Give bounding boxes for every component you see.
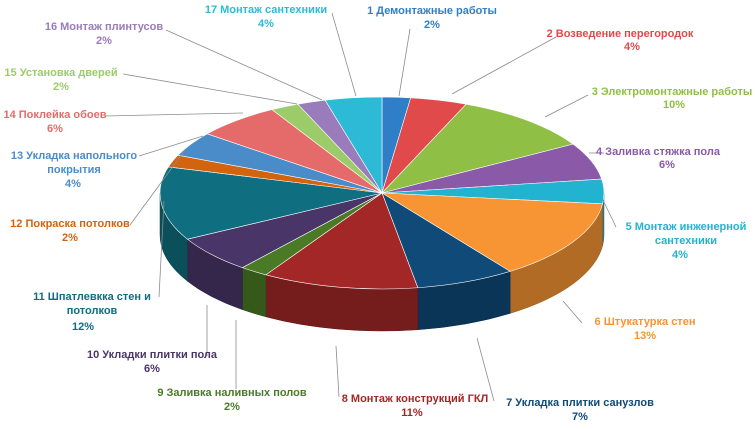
slice-7 — [381, 192, 511, 289]
data-label-name-11: 11 Шпатлевкка стен и потолков — [33, 291, 151, 317]
leader-line-17 — [331, 12, 357, 97]
data-label-name-13: 13 Укладка напольного покрытия — [11, 150, 138, 176]
data-label-pct-9: 2% — [224, 401, 240, 413]
data-label-name-16: 16 Монтаж плинтусов — [45, 21, 164, 33]
data-label-pct-15: 2% — [53, 81, 69, 93]
data-label-name-3: 3 Электромонтажные работы — [592, 86, 753, 98]
leader-line-3 — [544, 94, 589, 118]
data-label-pct-6: 13% — [634, 330, 656, 342]
data-label-pct-14: 6% — [47, 123, 63, 135]
data-label-name-12: 12 Покраска потолков — [10, 218, 130, 230]
leader-line-12 — [129, 149, 186, 226]
slice-3 — [381, 103, 574, 194]
leader-line-7 — [476, 337, 495, 402]
leader-line-1 — [398, 28, 411, 97]
data-label-name-2: 2 Возведение перегородок — [547, 28, 694, 40]
leader-line-5 — [602, 199, 617, 228]
data-label-pct-7: 7% — [572, 411, 588, 423]
data-label-pct-2: 4% — [624, 41, 640, 53]
data-label-name-5: 5 Монтаж инженерной сантехники — [626, 221, 747, 247]
data-label-pct-11: 12% — [72, 321, 94, 333]
data-label-name-10: 10 Укладки плитки пола — [87, 349, 218, 361]
data-label-name-9: 9 Заливка наливных полов — [157, 387, 307, 399]
slice-11 — [159, 166, 383, 240]
pie-slices — [159, 96, 605, 290]
data-label-pct-17: 4% — [258, 18, 274, 30]
slice-6 — [381, 192, 603, 272]
data-label-pct-5: 4% — [672, 249, 688, 261]
pie-sides — [159, 192, 605, 332]
data-label-name-1: 1 Демонтажные работы — [367, 5, 497, 17]
data-label-pct-16: 2% — [96, 35, 112, 47]
data-label-name-6: 6 Штукатурка стен — [595, 316, 696, 328]
data-label-name-7: 7 Укладка плитки санузлов — [506, 397, 654, 409]
data-label-name-17: 17 Монтаж сантехники — [205, 4, 327, 16]
data-label-name-15: 15 Установка дверей — [4, 67, 117, 79]
leader-line-15 — [122, 73, 298, 105]
data-labels: 1 Демонтажные работы 2% 2 Возведение перег… — [3, 4, 752, 423]
data-label-name-4: 4 Заливка стяжка пола — [596, 146, 721, 158]
leader-line-13 — [138, 135, 204, 157]
data-label-pct-4: 6% — [659, 159, 675, 171]
data-label-pct-8: 11% — [401, 407, 423, 419]
leader-line-11 — [158, 200, 165, 298]
leader-line-8 — [335, 345, 340, 398]
data-label-pct-12: 2% — [62, 232, 78, 244]
leader-line-2 — [451, 36, 557, 95]
leader-lines — [104, 12, 617, 402]
data-label-pct-1: 2% — [424, 19, 440, 31]
leader-line-14 — [104, 112, 244, 117]
data-label-name-8: 8 Монтаж конструкций ГКЛ — [342, 393, 489, 405]
data-label-name-14: 14 Поклейка обоев — [3, 109, 106, 121]
slice-side-9 — [242, 267, 267, 318]
leader-line-16 — [165, 29, 323, 101]
data-label-pct-10: 6% — [144, 363, 160, 375]
slice-8 — [265, 192, 419, 290]
slice-17 — [324, 96, 383, 195]
leader-line-6 — [562, 300, 583, 324]
data-label-pct-3: 10% — [663, 99, 685, 111]
data-label-pct-13: 4% — [65, 178, 81, 190]
